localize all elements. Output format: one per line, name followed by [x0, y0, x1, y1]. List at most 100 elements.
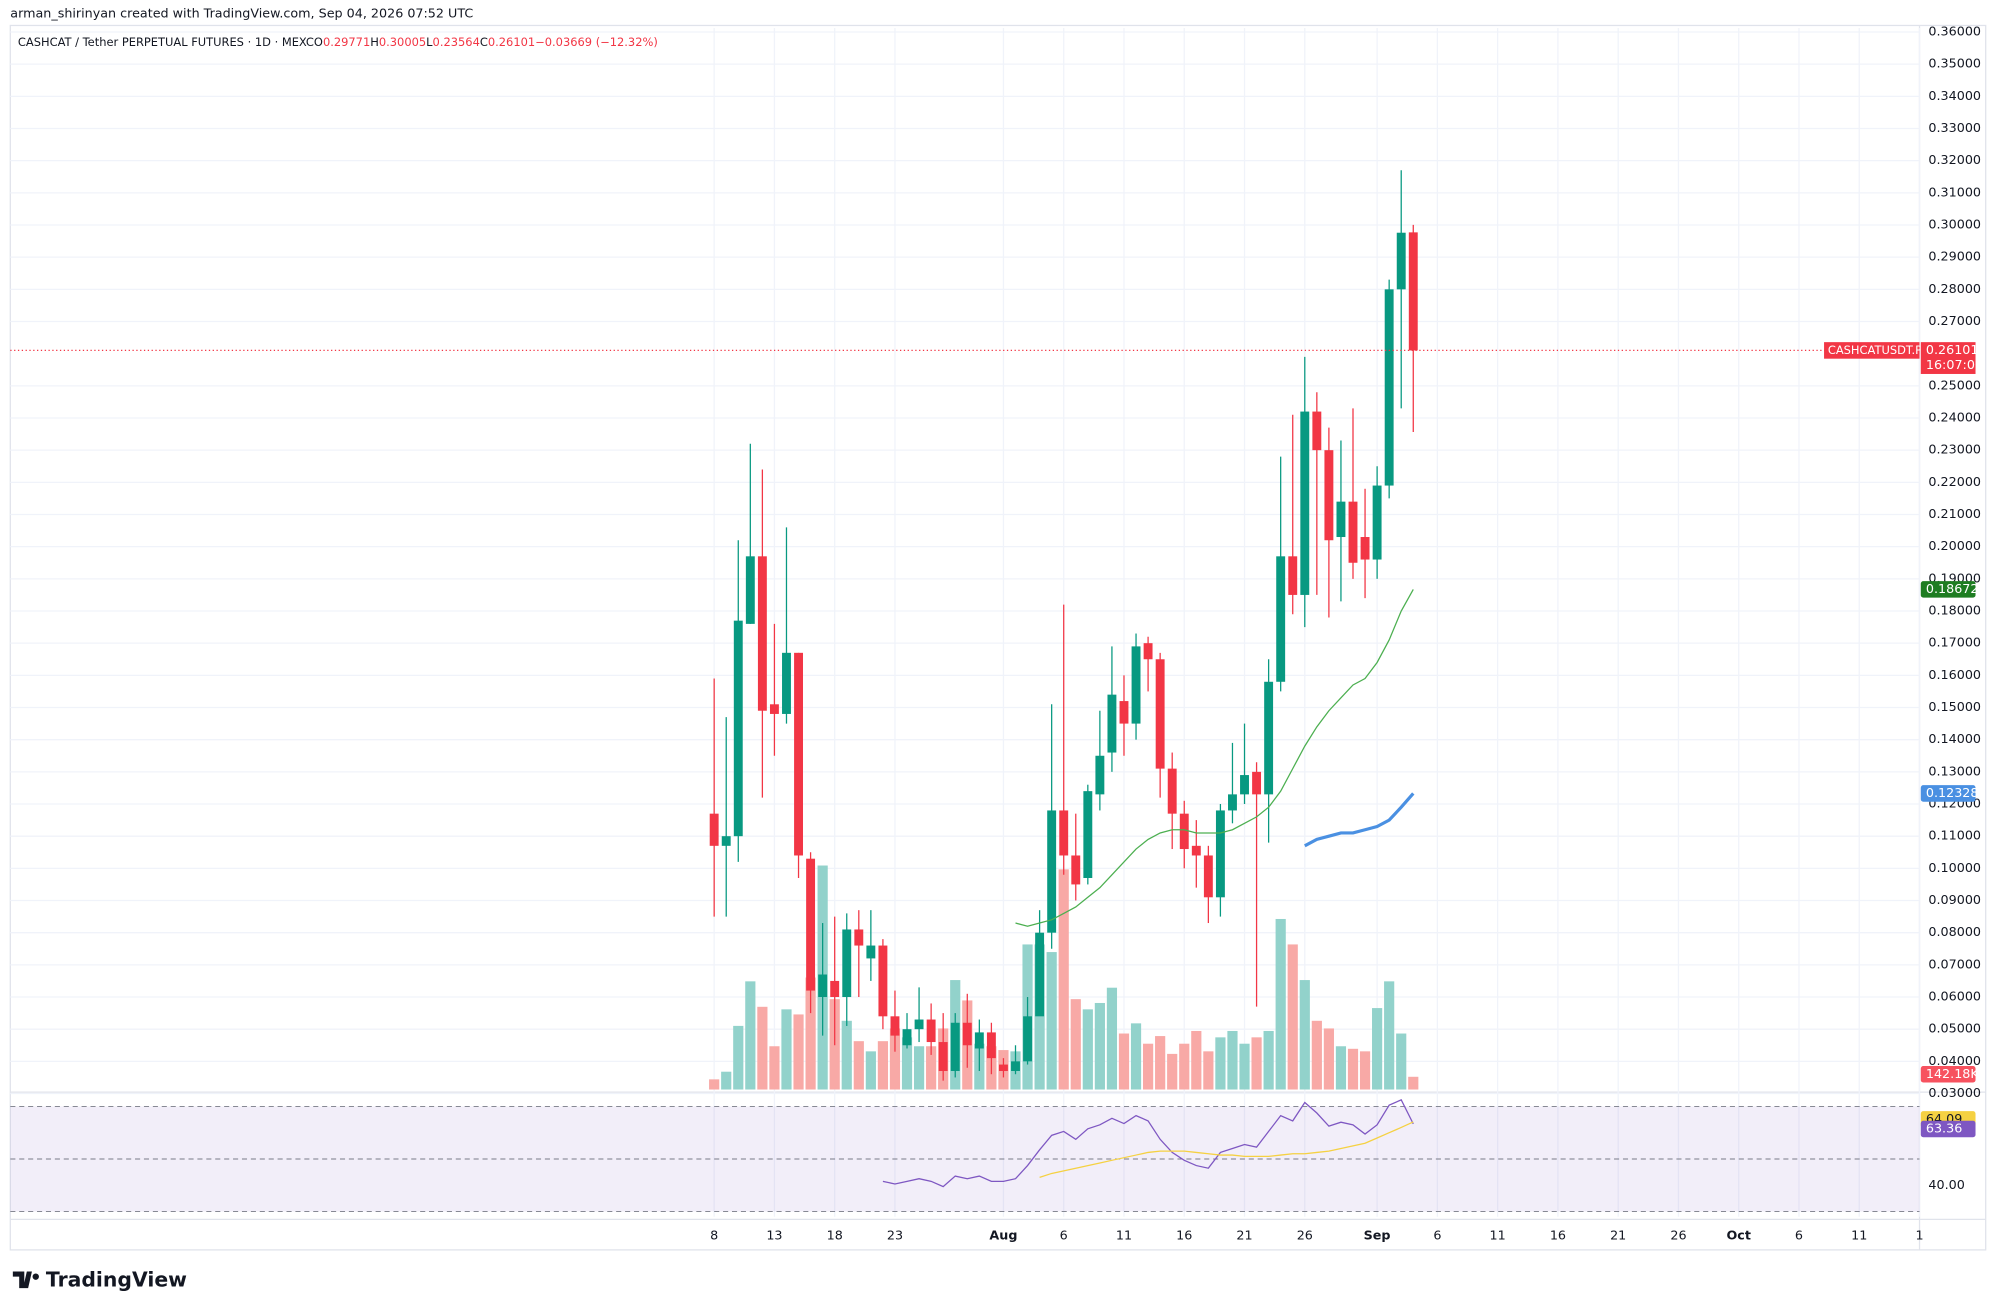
volume-bar	[1034, 944, 1045, 1090]
volume-bar	[1347, 1048, 1359, 1090]
volume-bar	[1287, 944, 1298, 1090]
candle-body	[1348, 501, 1358, 563]
candle-body	[1179, 813, 1189, 850]
y-tick-label: 0.13000	[1928, 763, 1981, 778]
candle-body	[1215, 810, 1225, 898]
y-tick-label: 0.11000	[1928, 828, 1981, 843]
candle-body	[806, 858, 816, 991]
ma-tag-bg	[1920, 581, 1976, 598]
credit: arman_shirinyan created with TradingView…	[10, 6, 473, 21]
candle-body	[842, 929, 852, 998]
x-tick-label: 26	[1297, 1227, 1313, 1242]
y-tick-label: 0.29000	[1928, 249, 1981, 264]
candle-body	[782, 652, 791, 714]
legend-item: H	[370, 35, 379, 49]
volume-bar	[781, 1009, 792, 1090]
legend-item: C	[480, 35, 488, 49]
volume-bar	[877, 1041, 889, 1090]
legend-item: 0.23564	[433, 35, 480, 49]
candle-body	[1288, 556, 1298, 595]
candle-body	[974, 1032, 984, 1049]
y-tick-label: 0.20000	[1928, 538, 1981, 553]
candle-body	[1203, 855, 1213, 898]
y-tick-label: 0.31000	[1928, 184, 1981, 199]
candle-body	[1360, 537, 1370, 560]
candle-body	[1312, 411, 1322, 451]
candle-body	[1384, 289, 1394, 486]
y-tick-label: 0.21000	[1928, 506, 1981, 521]
legend-item: 0.29771	[323, 35, 370, 49]
y-tick-label: 0.34000	[1928, 88, 1981, 103]
x-tick-label: 16	[1550, 1227, 1566, 1242]
volume-bar	[1203, 1051, 1214, 1090]
volume-bar	[1263, 1030, 1274, 1090]
volume-bar	[733, 1025, 744, 1090]
volume-bar	[1396, 1033, 1407, 1090]
volume-tag: 142.18K	[1926, 1066, 1980, 1081]
volume-tag-bg	[1920, 1065, 1976, 1083]
rsi-tick-label: 40.00	[1928, 1177, 1964, 1192]
volume-bar	[1191, 1030, 1202, 1090]
candle-body	[998, 1064, 1008, 1072]
volume-bar	[1239, 1043, 1250, 1090]
candle-body	[745, 556, 755, 624]
candle-body	[854, 929, 864, 946]
volume-bar	[1372, 1008, 1383, 1090]
volume-bar	[1408, 1076, 1419, 1090]
symbol-tag: CASHCATUSDT.P	[1828, 343, 1922, 357]
candle-body	[1143, 643, 1153, 660]
candle-body	[878, 945, 888, 1017]
y-tick-label: 0.35000	[1928, 56, 1981, 71]
countdown: 16:07:03	[1926, 357, 1983, 372]
volume-bar	[805, 977, 816, 1090]
volume-bar	[709, 1079, 720, 1090]
candle-body	[866, 945, 876, 959]
candle-body	[950, 1022, 960, 1072]
volume-bar	[865, 1051, 876, 1090]
volume-bar	[1359, 1051, 1371, 1090]
logo-icon	[12, 1271, 32, 1289]
y-tick-label: 0.05000	[1928, 1021, 1981, 1036]
volume-bar	[1046, 952, 1057, 1090]
candle-body	[1131, 646, 1141, 724]
candle-body	[1071, 855, 1081, 885]
x-tick-label: 23	[887, 1227, 903, 1242]
candle-body	[709, 813, 719, 846]
logo-dot	[32, 1273, 39, 1280]
candle-body	[890, 1016, 900, 1036]
x-tick-label: 6	[1795, 1227, 1803, 1242]
candle-body	[1252, 771, 1262, 795]
x-tick-label: 11	[1851, 1227, 1867, 1242]
candle-body	[1155, 659, 1165, 769]
volume-bar	[1082, 1009, 1093, 1090]
x-tick-label: Sep	[1364, 1227, 1391, 1242]
moving-average	[1015, 589, 1414, 927]
rsi-tag: 63.36	[1926, 1120, 1962, 1135]
volume-bar	[1215, 1037, 1226, 1090]
y-tick-label: 0.32000	[1928, 152, 1981, 167]
y-tick-label: 0.03000	[1928, 1085, 1981, 1100]
candle-body	[1191, 845, 1201, 856]
candle-body	[733, 620, 743, 837]
volume-bar	[1335, 1046, 1347, 1090]
y-tick-label: 0.28000	[1928, 281, 1981, 296]
frame	[9, 24, 1987, 1251]
candle-body	[1396, 232, 1406, 290]
volume-bar	[853, 1041, 864, 1090]
volume-bar	[1179, 1043, 1190, 1090]
legend-item: L	[426, 35, 433, 49]
x-tick-label: 16	[1176, 1227, 1192, 1242]
volume-bar	[901, 1037, 913, 1090]
y-tick-label: 0.15000	[1928, 699, 1981, 714]
volume-bar	[1118, 1033, 1130, 1090]
legend: CASHCAT / Tether PERPETUAL FUTURES · 1D …	[18, 35, 658, 49]
candle-body	[769, 704, 779, 714]
volume-bar	[1299, 980, 1310, 1090]
candle-body	[926, 1019, 936, 1043]
candle-body	[1011, 1061, 1020, 1072]
volume-bar	[1070, 999, 1081, 1090]
candle-body	[1083, 791, 1093, 878]
y-tick-label: 0.16000	[1928, 667, 1981, 682]
